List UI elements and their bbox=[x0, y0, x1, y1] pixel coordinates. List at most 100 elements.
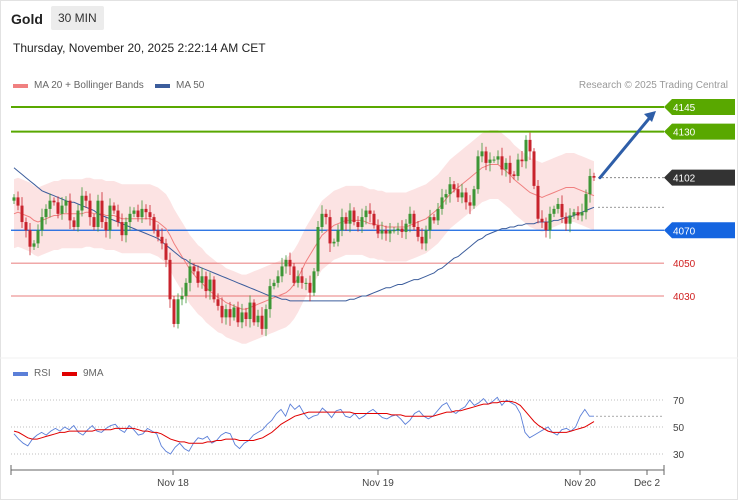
candle-body bbox=[356, 222, 360, 227]
candle-body bbox=[440, 197, 444, 209]
candle-body bbox=[92, 217, 96, 227]
candle-body bbox=[244, 312, 248, 320]
candle-body bbox=[84, 195, 88, 201]
candle-body bbox=[388, 230, 392, 234]
candle-body bbox=[396, 228, 400, 231]
candle-body bbox=[96, 200, 100, 227]
candle-body bbox=[40, 217, 44, 231]
candle-body bbox=[492, 159, 496, 161]
candle-body bbox=[228, 309, 232, 318]
candle-body bbox=[364, 210, 368, 218]
candle-body bbox=[480, 151, 484, 157]
level-label-4145: 4145 bbox=[673, 103, 696, 114]
candle-body bbox=[36, 230, 40, 244]
candle-body bbox=[560, 203, 564, 218]
candle-body bbox=[152, 217, 156, 231]
header-bar: Gold 30 MIN bbox=[0, 0, 738, 36]
candle-body bbox=[120, 222, 124, 236]
candle-body bbox=[556, 203, 560, 209]
candle-body bbox=[116, 210, 120, 223]
candle-body bbox=[236, 307, 240, 323]
candle-body bbox=[196, 271, 200, 283]
level-label-4130: 4130 bbox=[673, 128, 696, 139]
candle-body bbox=[592, 176, 596, 178]
candle-body bbox=[412, 213, 416, 227]
candle-body bbox=[352, 210, 356, 223]
level-label-4050: 4050 bbox=[673, 259, 696, 270]
projection-arrow-shaft bbox=[598, 113, 654, 180]
candle-body bbox=[184, 282, 188, 296]
candle-body bbox=[168, 259, 172, 300]
candle-body bbox=[300, 276, 304, 283]
level-label-4030: 4030 bbox=[673, 292, 696, 303]
rsi-tick-50: 50 bbox=[673, 423, 685, 434]
candle-body bbox=[372, 213, 376, 226]
candle-body bbox=[28, 230, 32, 247]
ma50-swatch bbox=[155, 83, 170, 88]
candle-body bbox=[520, 159, 524, 162]
candle-body bbox=[20, 205, 24, 223]
candle-body bbox=[324, 213, 328, 218]
legend-rsi[interactable]: RSI bbox=[13, 368, 51, 379]
candle-body bbox=[348, 210, 352, 224]
chart-datetime: Thursday, November 20, 2025 2:22:14 AM C… bbox=[13, 41, 266, 55]
candle-body bbox=[52, 200, 56, 203]
level-tag-4130 bbox=[664, 123, 735, 140]
candle-body bbox=[332, 241, 336, 244]
legend-ma20-bollinger[interactable]: MA 20 + Bollinger Bands bbox=[13, 80, 144, 91]
candle-body bbox=[80, 195, 84, 211]
candle-body bbox=[336, 230, 340, 242]
level-tag-4102 bbox=[664, 169, 735, 186]
timeframe-badge[interactable]: 30 MIN bbox=[51, 6, 104, 30]
candle-body bbox=[580, 212, 584, 216]
candle-body bbox=[500, 156, 504, 170]
candle-body bbox=[404, 223, 408, 232]
legend-ma50-label: MA 50 bbox=[176, 80, 205, 91]
candle-body bbox=[192, 266, 196, 272]
legend-ma50[interactable]: MA 50 bbox=[155, 80, 204, 91]
candle-body bbox=[504, 162, 508, 170]
candle-body bbox=[180, 296, 184, 300]
candle-body bbox=[340, 217, 344, 231]
candle-body bbox=[432, 217, 436, 221]
candle-body bbox=[528, 139, 532, 152]
candle-body bbox=[508, 162, 512, 175]
time-axis-label: Nov 19 bbox=[362, 478, 394, 489]
candle-body bbox=[204, 276, 208, 292]
candle-body bbox=[292, 266, 296, 283]
candle-body bbox=[268, 286, 272, 310]
rsi-tick-70: 70 bbox=[673, 396, 685, 407]
credit-text: Research © 2025 Trading Central bbox=[578, 80, 728, 91]
candle-body bbox=[252, 302, 256, 323]
candle-body bbox=[144, 208, 148, 213]
candle-body bbox=[564, 217, 568, 224]
candle-body bbox=[64, 200, 68, 206]
candle-body bbox=[284, 259, 288, 267]
candle-body bbox=[32, 243, 36, 247]
candle-body bbox=[160, 236, 164, 244]
candle-body bbox=[88, 200, 92, 218]
candle-body bbox=[304, 282, 308, 284]
legend-rsi-ma[interactable]: 9MA bbox=[62, 368, 104, 379]
candle-body bbox=[476, 156, 480, 190]
candle-body bbox=[76, 210, 80, 227]
candle-body bbox=[552, 208, 556, 214]
candle-body bbox=[72, 220, 76, 227]
rsi-tick-30: 30 bbox=[673, 450, 685, 461]
candle-body bbox=[488, 159, 492, 163]
candle-body bbox=[524, 139, 528, 162]
candle-body bbox=[256, 315, 260, 323]
candle-body bbox=[288, 259, 292, 267]
candle-body bbox=[392, 230, 396, 232]
candle-body bbox=[568, 215, 572, 224]
candle-body bbox=[280, 266, 284, 277]
candle-body bbox=[468, 202, 472, 206]
candle-body bbox=[584, 194, 588, 213]
candle-body bbox=[224, 309, 228, 318]
candle-body bbox=[444, 194, 448, 198]
candle-body bbox=[216, 299, 220, 306]
candle-body bbox=[448, 184, 452, 195]
symbol-title: Gold bbox=[11, 11, 43, 27]
candle-body bbox=[532, 151, 536, 186]
